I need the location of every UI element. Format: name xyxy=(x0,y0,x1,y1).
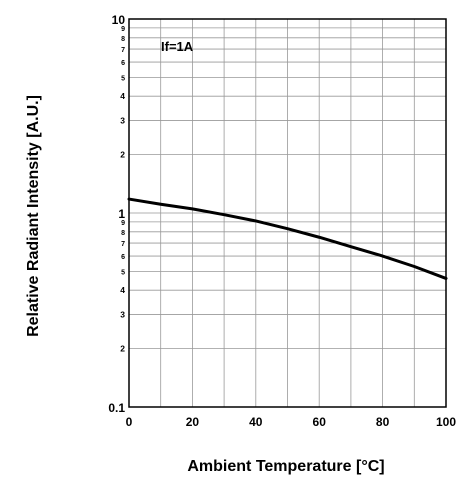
y-tick-label-minor: 6 xyxy=(121,60,125,67)
x-tick-label: 20 xyxy=(186,415,200,429)
x-tick-label: 80 xyxy=(376,415,390,429)
y-tick-label-minor: 3 xyxy=(120,309,125,319)
y-tick-label-minor: 8 xyxy=(121,36,125,43)
y-tick-label-minor: 3 xyxy=(120,115,125,125)
annotation-label: If=1A xyxy=(161,39,194,54)
y-tick-label-minor: 4 xyxy=(120,285,125,295)
y-tick-label-minor: 7 xyxy=(121,47,125,54)
y-tick-label-minor: 9 xyxy=(121,26,125,33)
y-tick-label-minor: 2 xyxy=(120,150,125,160)
x-tick-label: 40 xyxy=(249,415,263,429)
tick-labels: 0 20 40 60 80 100 0.1 1 10 2 3 4 5 6 7 8 9 2 3 4 5 6 7 8 9 xyxy=(108,13,456,429)
curve-layer xyxy=(127,197,448,280)
plot-frame-layer xyxy=(128,18,447,408)
x-axis-title: Ambient Temperature [°C] xyxy=(187,458,384,475)
y-tick-label-minor: 7 xyxy=(121,241,125,248)
y-tick-label-minor: 5 xyxy=(121,75,125,82)
y-tick-label-minor: 4 xyxy=(120,91,125,101)
y-tick-label-minor: 8 xyxy=(121,230,125,237)
x-tick-label: 0 xyxy=(126,415,133,429)
plot-frame xyxy=(128,18,447,408)
y-tick-label-minor: 2 xyxy=(120,344,125,354)
grid-lines xyxy=(129,19,446,407)
y-tick-label-minor: 6 xyxy=(121,254,125,261)
y-tick-label-major: 1 xyxy=(118,207,125,221)
y-tick-label-major: 0.1 xyxy=(108,401,125,415)
series-line xyxy=(127,197,448,280)
y-axis-title: Relative Radiant Intensity [A.U.] xyxy=(25,95,42,337)
y-tick-label-major: 10 xyxy=(112,13,126,27)
y-tick-label-minor: 5 xyxy=(121,269,125,276)
y-tick-label-minor: 9 xyxy=(121,220,125,227)
x-tick-label: 100 xyxy=(436,415,456,429)
x-tick-label: 60 xyxy=(313,415,327,429)
